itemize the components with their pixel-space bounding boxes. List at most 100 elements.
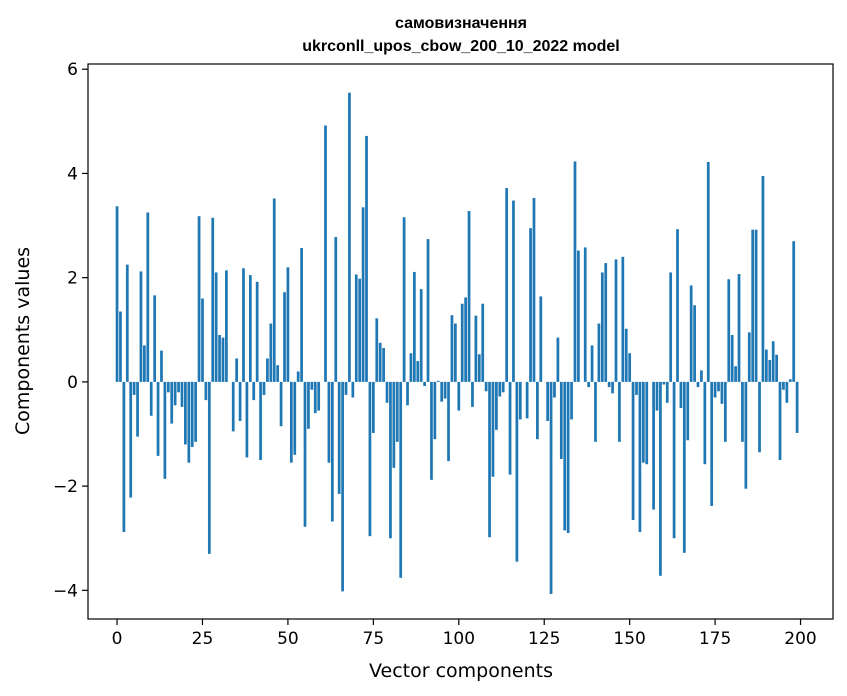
bar (464, 297, 467, 382)
bar (764, 349, 768, 382)
bar (577, 250, 580, 382)
bar (573, 161, 577, 382)
bar (795, 381, 799, 433)
bar (611, 381, 614, 394)
bar (652, 381, 655, 510)
bar (341, 381, 344, 592)
bar (566, 381, 570, 534)
bar (248, 275, 252, 382)
bar (129, 381, 133, 498)
bar (177, 381, 180, 393)
bar (317, 381, 321, 411)
bar (252, 381, 256, 401)
bar (358, 278, 362, 382)
bar (477, 354, 481, 382)
bar (737, 274, 741, 382)
x-tick-label: 25 (192, 629, 214, 649)
bar (723, 381, 727, 442)
bar (436, 380, 440, 382)
bar (207, 381, 211, 554)
bar (665, 381, 669, 403)
bar (720, 381, 724, 404)
bar (672, 381, 676, 539)
bar (143, 345, 146, 382)
bar (149, 381, 153, 416)
bars-group (115, 92, 799, 594)
bar (501, 381, 505, 393)
bar (758, 381, 761, 453)
bar (354, 274, 358, 382)
bar (536, 381, 539, 440)
bar (385, 381, 389, 403)
bar (440, 381, 444, 402)
bar (529, 228, 532, 382)
bar (467, 210, 471, 382)
bar (508, 381, 512, 475)
x-tick-label: 150 (613, 629, 645, 649)
bar (382, 348, 385, 382)
y-axis-label: Components values (12, 247, 34, 435)
bar (269, 323, 273, 382)
bar (741, 381, 744, 442)
bar (659, 381, 662, 576)
bar (375, 318, 379, 382)
bar (700, 370, 703, 382)
bar (539, 296, 543, 382)
y-tick-label: −2 (53, 477, 78, 497)
bar (484, 381, 488, 392)
bar (163, 381, 167, 479)
bar (330, 381, 334, 522)
bar (242, 268, 245, 382)
bar (553, 381, 556, 398)
bar (676, 229, 679, 382)
bar (778, 381, 782, 461)
bar (447, 381, 450, 462)
bar (190, 381, 194, 448)
y-tick-label: −4 (53, 581, 78, 601)
bar (747, 332, 751, 382)
bar (583, 247, 587, 382)
bar (395, 381, 399, 442)
bar (782, 381, 785, 390)
bar (136, 381, 139, 437)
bar (313, 381, 317, 414)
bar (570, 381, 573, 420)
x-tick-label: 75 (363, 629, 385, 649)
bar (512, 200, 515, 382)
bar (703, 381, 707, 465)
bar (211, 217, 215, 382)
chart-title: самовизначення (395, 15, 527, 32)
y-tick-label: 0 (67, 373, 78, 393)
bar (635, 381, 638, 395)
bar (334, 237, 338, 382)
bar (713, 381, 717, 398)
bar (727, 279, 731, 382)
bar (283, 292, 286, 382)
bar (125, 264, 129, 382)
bar (416, 361, 420, 382)
bar (344, 381, 348, 395)
bar (730, 334, 734, 382)
bar (389, 381, 392, 539)
bar (348, 92, 351, 382)
bar (122, 381, 126, 532)
bar (310, 381, 314, 390)
bar (491, 381, 495, 477)
bar (235, 358, 239, 382)
x-tick-label: 125 (528, 629, 560, 649)
bar (221, 337, 225, 382)
y-tick-label: 6 (67, 60, 78, 80)
bar (696, 381, 700, 388)
bar (327, 381, 331, 463)
bar (498, 381, 502, 397)
bar (624, 328, 628, 382)
bar (132, 381, 136, 395)
bar (225, 270, 228, 382)
bar (474, 315, 478, 382)
bar (768, 360, 772, 382)
bar (296, 371, 300, 382)
bar (481, 303, 485, 382)
bar (187, 381, 191, 463)
bar (433, 381, 437, 440)
bar (119, 311, 122, 382)
